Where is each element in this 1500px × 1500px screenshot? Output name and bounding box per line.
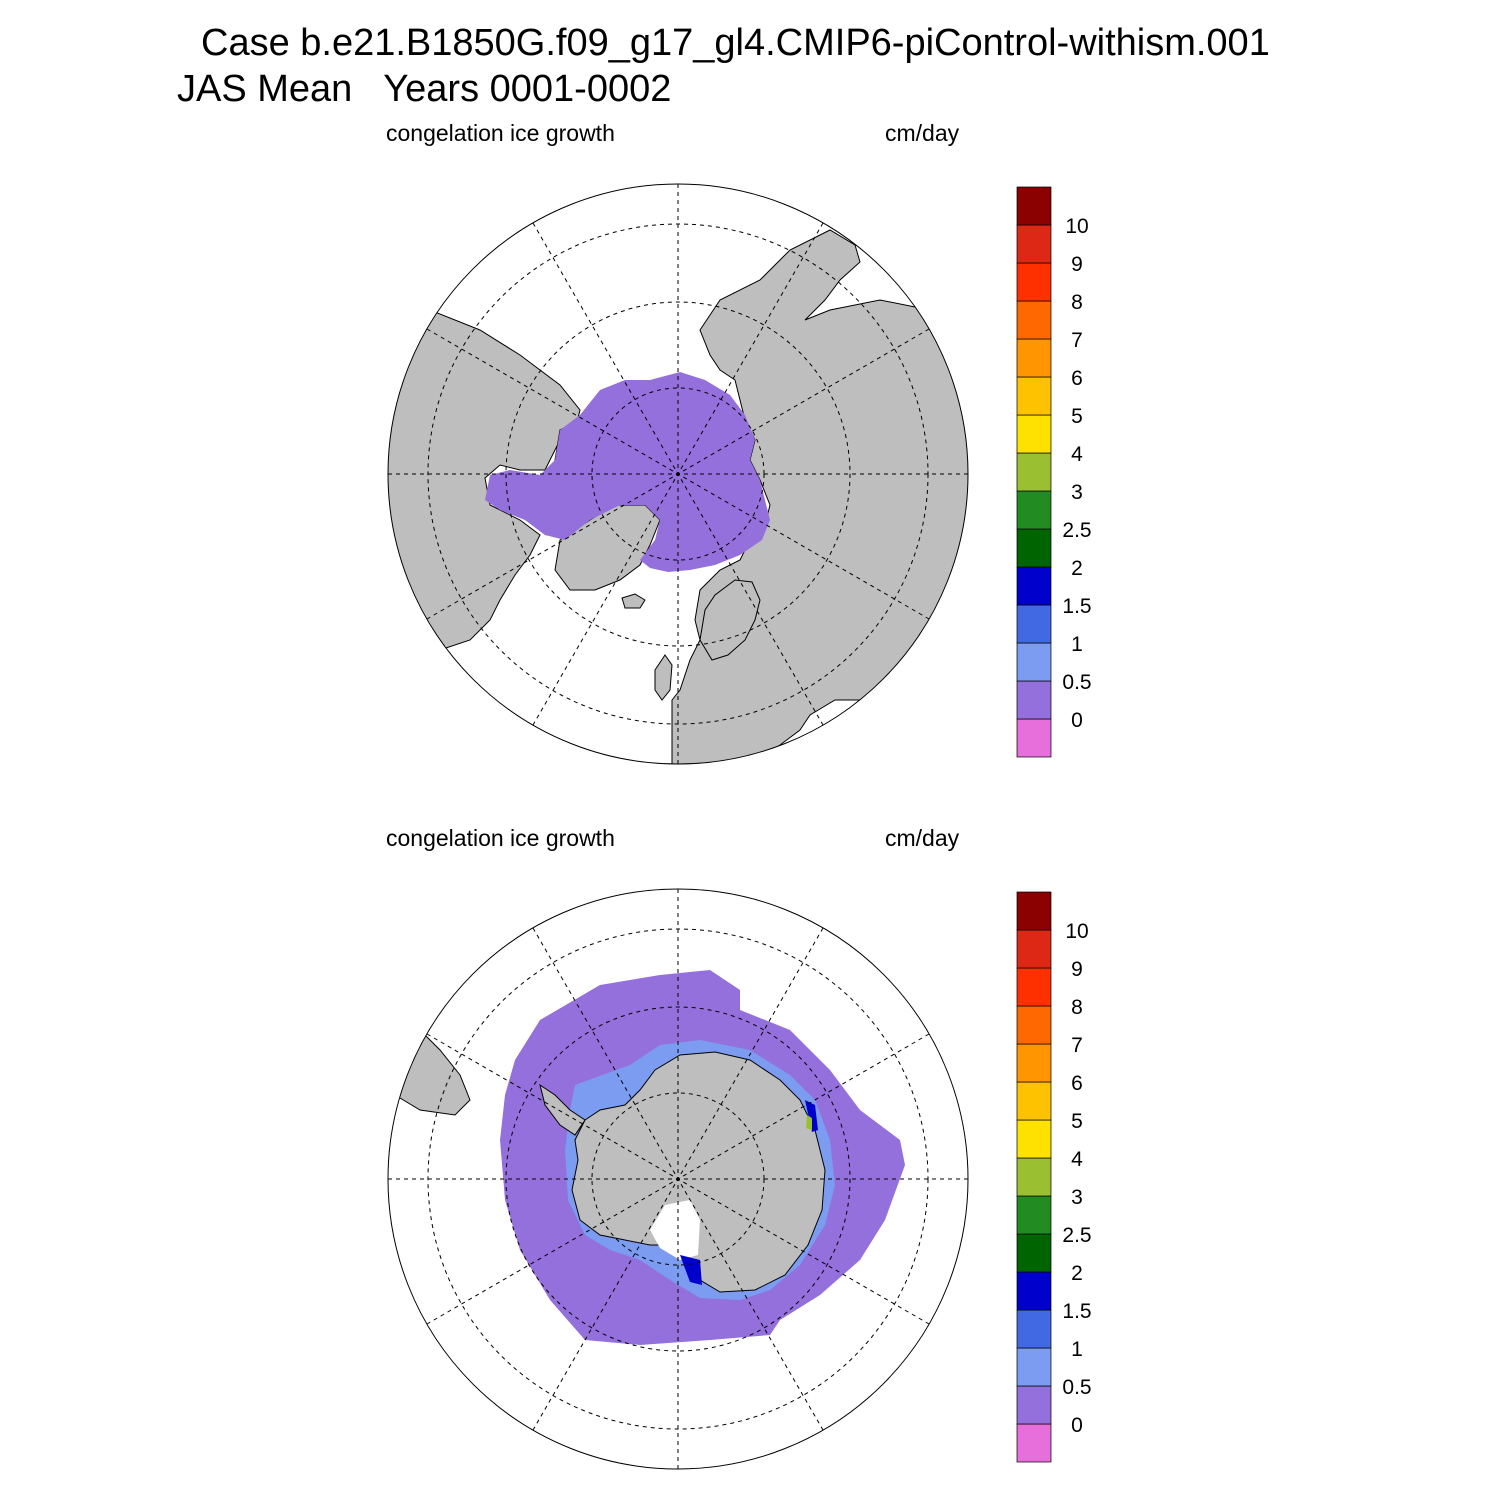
south-coastal-green (806, 1115, 812, 1130)
north-colorbar-box-4 (1016, 566, 1052, 606)
north-graticule (388, 184, 968, 764)
south-colorbar-box-8 (1016, 1119, 1052, 1159)
south-colorbar-box-0 (1016, 1423, 1052, 1463)
south-colorbar-box-7 (1016, 1157, 1052, 1197)
south-colorbar-box-12 (1016, 967, 1052, 1007)
south-panel-units-label: cm/day (885, 825, 960, 851)
south-colorbar-label-10: 7 (1071, 1034, 1083, 1057)
north-colorbar-box-10 (1016, 338, 1052, 378)
south-colorbar-box-1 (1016, 1385, 1052, 1425)
north-sea-ice (485, 372, 770, 572)
south-graticule (388, 889, 968, 1469)
south-colorbar-label-5: 2.5 (1062, 1224, 1091, 1247)
south-colorbar-box-10 (1016, 1043, 1052, 1083)
south-colorbar-box-2 (1016, 1347, 1052, 1387)
south-colorbar-box-5 (1016, 1233, 1052, 1273)
north-colorbar: 0 0.5 1 1.5 2 2.5 3 4 5 6 7 8 9 10 (1016, 186, 1092, 758)
north-colorbar-box-3 (1016, 604, 1052, 644)
north-colorbar-box-11 (1016, 300, 1052, 340)
north-land-uk (654, 654, 673, 701)
south-colorbar-label-2: 1 (1071, 1338, 1083, 1361)
south-colorbar-label-11: 8 (1071, 996, 1083, 1019)
north-colorbar-label-8: 5 (1071, 405, 1083, 428)
figure-title-line2: JAS Mean Years 0001-0002 (177, 68, 672, 110)
north-colorbar-label-2: 1 (1071, 633, 1083, 656)
north-colorbar-box-14 (1016, 186, 1052, 226)
south-colorbar-label-6: 3 (1071, 1186, 1083, 1209)
north-colorbar-box-2 (1016, 642, 1052, 682)
north-colorbar-label-12: 9 (1071, 253, 1083, 276)
south-colorbar: 0 0.5 1 1.5 2 2.5 3 4 5 6 7 8 9 10 (1016, 891, 1092, 1463)
north-land-iceland (621, 593, 646, 609)
north-colorbar-label-13: 10 (1065, 215, 1088, 238)
north-colorbar-box-8 (1016, 414, 1052, 454)
north-polar-map (387, 183, 969, 765)
south-colorbar-box-14 (1016, 891, 1052, 931)
south-colorbar-box-4 (1016, 1271, 1052, 1311)
north-panel-units-label: cm/day (885, 120, 960, 146)
south-colorbar-label-9: 6 (1071, 1072, 1083, 1095)
south-colorbar-label-13: 10 (1065, 920, 1088, 943)
north-land-scandinavia (699, 579, 761, 661)
north-colorbar-box-7 (1016, 452, 1052, 492)
north-colorbar-label-11: 8 (1071, 291, 1083, 314)
north-colorbar-label-6: 3 (1071, 481, 1083, 504)
north-colorbar-label-0: 0 (1071, 709, 1083, 732)
north-colorbar-label-3: 1.5 (1062, 595, 1091, 618)
north-colorbar-box-5 (1016, 528, 1052, 568)
south-land-antarctica (571, 1051, 826, 1293)
figure-title-line1: Case b.e21.B1850G.f09_g17_gl4.CMIP6-piCo… (201, 22, 1270, 64)
north-colorbar-box-6 (1016, 490, 1052, 530)
north-colorbar-label-4: 2 (1071, 557, 1083, 580)
north-colorbar-label-10: 7 (1071, 329, 1083, 352)
south-colorbar-box-3 (1016, 1309, 1052, 1349)
north-colorbar-label-5: 2.5 (1062, 519, 1091, 542)
north-panel-variable-label: congelation ice growth (386, 120, 615, 146)
south-colorbar-label-8: 5 (1071, 1110, 1083, 1133)
south-colorbar-label-3: 1.5 (1062, 1300, 1091, 1323)
south-colorbar-box-9 (1016, 1081, 1052, 1121)
north-colorbar-label-1: 0.5 (1062, 671, 1091, 694)
south-coastal-dark (680, 1100, 818, 1285)
south-colorbar-box-6 (1016, 1195, 1052, 1235)
south-land-antarctic-peninsula (539, 1083, 586, 1136)
north-colorbar-box-1 (1016, 680, 1052, 720)
north-colorbar-label-9: 6 (1071, 367, 1083, 390)
south-ice-shelf-ross (650, 1200, 700, 1260)
south-colorbar-box-13 (1016, 929, 1052, 969)
north-colorbar-box-0 (1016, 718, 1052, 758)
south-colorbar-label-4: 2 (1071, 1262, 1083, 1285)
south-polar-map (387, 888, 969, 1470)
south-colorbar-box-11 (1016, 1005, 1052, 1045)
south-colorbar-label-0: 0 (1071, 1414, 1083, 1437)
north-colorbar-box-13 (1016, 224, 1052, 264)
north-colorbar-box-9 (1016, 376, 1052, 416)
south-colorbar-label-1: 0.5 (1062, 1376, 1091, 1399)
north-colorbar-label-7: 4 (1071, 443, 1083, 466)
north-colorbar-box-12 (1016, 262, 1052, 302)
south-colorbar-label-7: 4 (1071, 1148, 1083, 1171)
south-panel-variable-label: congelation ice growth (386, 825, 615, 851)
south-colorbar-label-12: 9 (1071, 958, 1083, 981)
